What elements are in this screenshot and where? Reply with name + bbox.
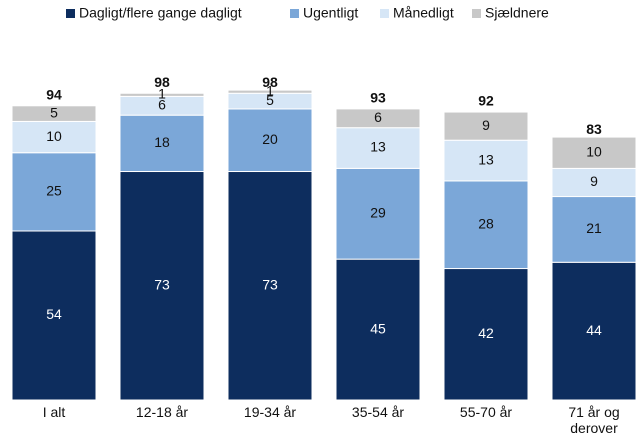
data-label: 1: [266, 82, 274, 98]
bar-segment: [119, 92, 205, 97]
legend-swatch: [66, 9, 75, 18]
bar-segment: [11, 105, 97, 122]
bar-segment: [119, 114, 205, 173]
data-label: 73: [262, 276, 278, 292]
legend-swatch: [290, 9, 299, 18]
data-label: 6: [158, 96, 166, 112]
bar-segment: [551, 136, 636, 169]
bar-segment: [335, 108, 421, 129]
total-label: 93: [370, 90, 386, 106]
data-label: 9: [482, 117, 490, 133]
legend-label: Månedligt: [393, 5, 454, 21]
data-label: 6: [374, 109, 382, 125]
total-label: 98: [262, 74, 278, 90]
bar-segment: [227, 171, 313, 401]
data-label: 73: [154, 276, 170, 292]
bar-segment: [227, 108, 313, 173]
bar-segment: [335, 127, 421, 169]
x-tick-label: 35-54 år: [351, 404, 405, 420]
bar-segment: [551, 261, 636, 401]
x-tick-label: 55-70 år: [459, 404, 513, 420]
x-tick-label: 12-18 år: [135, 404, 189, 420]
data-label: 10: [586, 143, 602, 159]
legend-swatch: [472, 9, 481, 18]
bar-segment: [335, 258, 421, 401]
x-tick-label: 71 år og derover: [568, 404, 620, 436]
total-label: 98: [154, 74, 170, 90]
x-tick-label: I alt: [42, 404, 66, 420]
data-label: 28: [478, 215, 494, 231]
legend-label: Sjældnere: [485, 5, 549, 21]
bar-segment: [119, 171, 205, 401]
bar-segment: [335, 167, 421, 260]
data-label: 1: [158, 86, 166, 102]
bar-segment: [227, 89, 313, 94]
data-label: 5: [266, 92, 274, 108]
data-label: 44: [586, 322, 602, 338]
bar-segment: [443, 111, 529, 141]
x-tick-label: 19-34 år: [243, 404, 297, 420]
data-label: 5: [50, 104, 58, 120]
data-label: 13: [370, 139, 386, 155]
data-label: 54: [46, 306, 62, 322]
bar-segment: [11, 230, 97, 401]
data-label: 9: [590, 173, 598, 189]
data-label: 21: [586, 220, 602, 236]
data-label: 25: [46, 183, 62, 199]
bar-segment: [551, 196, 636, 263]
total-label: 92: [478, 93, 494, 109]
total-label: 94: [46, 86, 62, 102]
bar-segment: [443, 268, 529, 401]
bar-segment: [11, 152, 97, 232]
data-label: 10: [46, 128, 62, 144]
legend-label: Ugentligt: [303, 5, 358, 21]
data-label: 29: [370, 204, 386, 220]
data-label: 45: [370, 320, 386, 336]
total-label: 83: [586, 121, 602, 137]
data-label: 42: [478, 325, 494, 341]
legend-label: Dagligt/flere gange dagligt: [79, 5, 242, 21]
data-label: 13: [478, 151, 494, 167]
data-label: 20: [262, 131, 278, 147]
legend-swatch: [380, 9, 389, 18]
data-label: 18: [154, 134, 170, 150]
